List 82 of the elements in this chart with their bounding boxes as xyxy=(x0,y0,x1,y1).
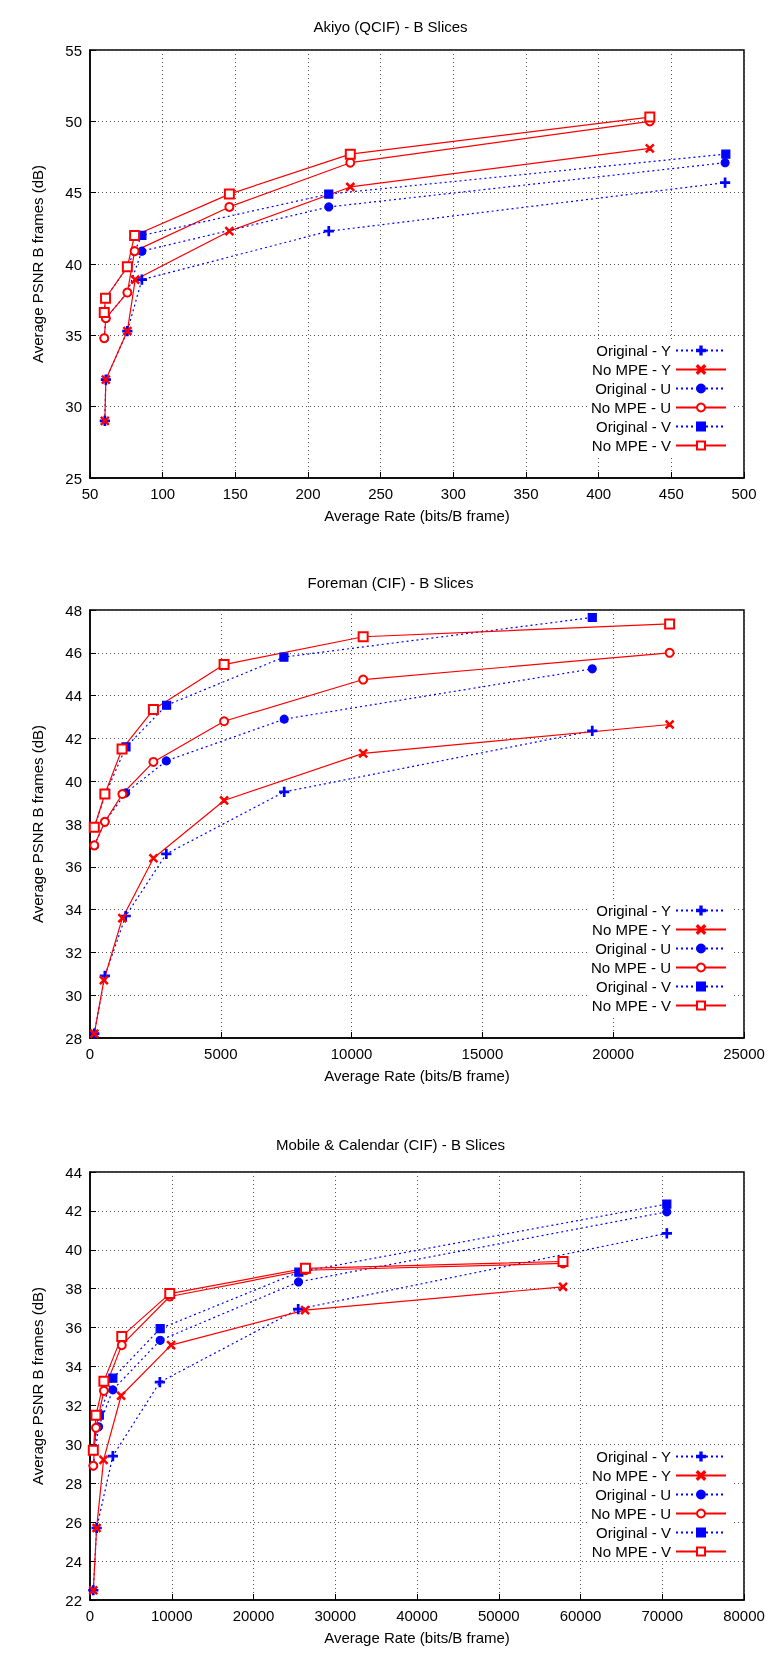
legend-label: No MPE - U xyxy=(590,399,671,416)
x-tick-label: 200 xyxy=(295,485,321,502)
x-tick-label: 50 xyxy=(81,485,99,502)
x-tick-label: 10000 xyxy=(330,1045,373,1062)
legend-label: Original - V xyxy=(595,418,671,435)
x-tick-label: 100 xyxy=(150,485,176,502)
y-tick-label: 36 xyxy=(65,1319,82,1337)
x-tick-label: 5000 xyxy=(204,1045,238,1062)
x-tick-label: 40000 xyxy=(396,1607,438,1624)
legend-label: No MPE - V xyxy=(591,997,671,1014)
legend-label: No MPE - Y xyxy=(592,361,671,378)
legend-label: Original - Y xyxy=(596,1448,671,1465)
legend-label: Original - U xyxy=(595,940,671,957)
y-tick-label: 34 xyxy=(65,1358,82,1376)
legend-label: No MPE - V xyxy=(591,437,671,454)
legend-label: No MPE - U xyxy=(590,959,671,976)
x-tick-label: 15000 xyxy=(461,1045,504,1062)
x-tick-label: 400 xyxy=(586,485,612,502)
legend-label: Original - V xyxy=(595,1524,671,1541)
x-tick-label: 10000 xyxy=(150,1607,193,1624)
x-tick-label: 0 xyxy=(85,1045,95,1062)
x-tick-label: 350 xyxy=(513,485,539,502)
y-tick-label: 55 xyxy=(65,41,82,59)
chart-title: Akiyo (QCIF) - B Slices xyxy=(313,18,468,35)
x-tick-label: 80000 xyxy=(723,1607,765,1624)
legend-label: Original - U xyxy=(595,380,671,397)
x-axis-title: Average Rate (bits/B frame) xyxy=(324,1629,510,1646)
y-tick-label: 46 xyxy=(65,644,82,662)
legend-label: No MPE - U xyxy=(590,1505,671,1522)
y-tick-label: 38 xyxy=(65,1280,82,1298)
legend-label: No MPE - V xyxy=(591,1543,671,1560)
y-tick-label: 35 xyxy=(65,326,82,344)
y-tick-label: 42 xyxy=(65,729,82,747)
y-tick-label: 44 xyxy=(65,1163,82,1181)
y-tick-label: 30 xyxy=(65,398,82,416)
y-tick-label: 50 xyxy=(65,112,82,130)
x-tick-label: 20000 xyxy=(592,1045,635,1062)
y-tick-label: 32 xyxy=(65,943,82,961)
x-tick-label: 450 xyxy=(658,485,684,502)
x-tick-label: 500 xyxy=(731,485,757,502)
y-axis-title: Average PSNR B frames (dB) xyxy=(29,164,46,364)
legend-label: No MPE - Y xyxy=(592,1467,671,1484)
y-tick-label: 36 xyxy=(65,858,82,876)
y-tick-label: 40 xyxy=(65,1241,82,1259)
legend-label: Original - U xyxy=(595,1486,671,1503)
y-tick-label: 28 xyxy=(65,1029,82,1047)
x-tick-label: 300 xyxy=(440,485,466,502)
x-tick-label: 20000 xyxy=(232,1607,275,1624)
y-tick-label: 34 xyxy=(65,901,82,919)
y-tick-label: 32 xyxy=(65,1396,82,1414)
x-tick-label: 150 xyxy=(222,485,248,502)
legend-label: Original - Y xyxy=(596,342,671,359)
y-tick-label: 38 xyxy=(65,815,82,833)
y-tick-label: 44 xyxy=(65,687,82,705)
y-tick-label: 25 xyxy=(65,469,82,487)
legend-label: Original - Y xyxy=(596,902,671,919)
y-tick-label: 22 xyxy=(65,1591,82,1609)
chart-title: Foreman (CIF) - B Slices xyxy=(307,574,474,591)
y-tick-label: 30 xyxy=(65,986,82,1004)
y-axis-title: Average PSNR B frames (dB) xyxy=(29,724,46,924)
x-tick-label: 250 xyxy=(368,485,394,502)
y-tick-label: 48 xyxy=(65,601,82,619)
y-tick-label: 40 xyxy=(65,772,82,790)
x-tick-label: 70000 xyxy=(641,1607,684,1624)
x-tick-label: 60000 xyxy=(559,1607,602,1624)
x-tick-label: 25000 xyxy=(723,1045,765,1062)
y-tick-label: 30 xyxy=(65,1435,82,1453)
y-tick-label: 28 xyxy=(65,1474,82,1492)
chart-title: Mobile & Calendar (CIF) - B Slices xyxy=(275,1136,506,1153)
legend-label: No MPE - Y xyxy=(592,921,671,938)
y-axis-title: Average PSNR B frames (dB) xyxy=(29,1286,46,1486)
x-axis-title: Average Rate (bits/B frame) xyxy=(324,507,510,524)
x-tick-label: 30000 xyxy=(314,1607,357,1624)
y-tick-label: 26 xyxy=(65,1513,82,1531)
y-tick-label: 42 xyxy=(65,1202,82,1220)
x-tick-label: 0 xyxy=(85,1607,95,1624)
y-tick-label: 45 xyxy=(65,184,82,202)
x-tick-label: 50000 xyxy=(477,1607,520,1624)
x-axis-title: Average Rate (bits/B frame) xyxy=(324,1067,510,1084)
y-tick-label: 40 xyxy=(65,255,82,273)
legend-label: Original - V xyxy=(595,978,671,995)
y-tick-label: 24 xyxy=(65,1552,82,1570)
